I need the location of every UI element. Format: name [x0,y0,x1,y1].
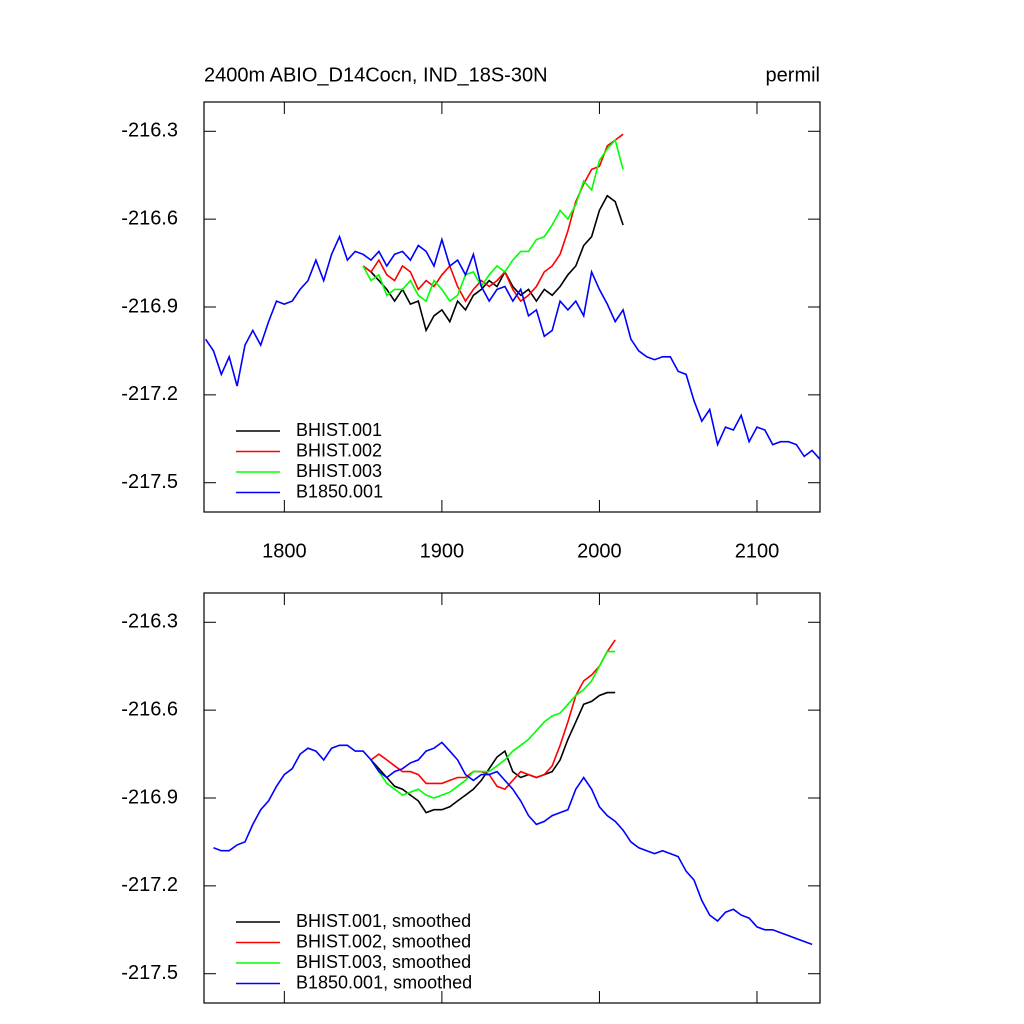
y-tick-label: -216.3 [121,611,178,633]
y-tick-label: -216.9 [121,295,178,317]
y-tick-label: -216.6 [121,207,178,229]
y-tick-label: -217.2 [121,874,178,896]
x-tick-label: 2000 [577,540,622,562]
data-line [362,138,624,303]
legend-label: BHIST.001 [296,420,382,440]
data-line [213,741,813,946]
data-line [370,650,616,799]
y-tick-label: -216.6 [121,698,178,720]
legend-label: BHIST.003, smoothed [296,952,471,972]
y-tick-label: -217.2 [121,383,178,405]
legend-label: B1850.001 [296,481,383,501]
x-tick-label: 1800 [262,540,307,562]
data-line [370,691,616,814]
data-line [370,639,616,791]
chart-title: 2400m ABIO_D14Cocn, IND_18S-30N [204,64,548,86]
legend-label: BHIST.002, smoothed [296,931,471,951]
y-tick-label: -216.9 [121,786,178,808]
x-tick-label: 2100 [735,540,780,562]
legend-label: BHIST.002 [296,440,382,460]
legend-label: BHIST.001, smoothed [296,911,471,931]
legend-label: BHIST.003 [296,461,382,481]
y-tick-label: -216.3 [121,120,178,142]
y-tick-label: -217.5 [121,962,178,984]
data-line [362,133,624,303]
data-line [204,234,821,460]
legend-label: B1850.001, smoothed [296,972,472,992]
y-tick-label: -217.5 [121,471,178,493]
x-tick-label: 1900 [420,540,465,562]
units-label: permil [766,64,820,86]
